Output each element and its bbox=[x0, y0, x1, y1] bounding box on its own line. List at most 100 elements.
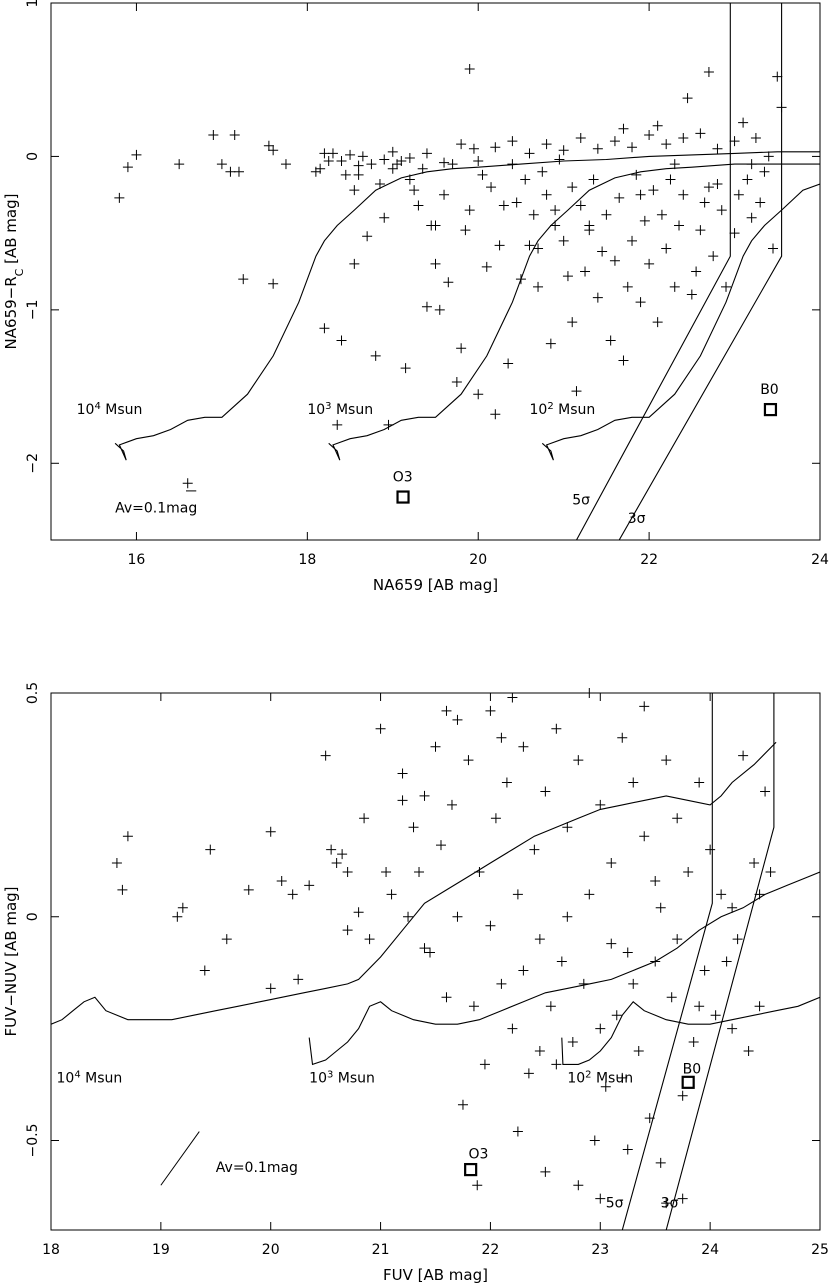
x-tick-label: 22 bbox=[640, 552, 658, 568]
data-point bbox=[265, 983, 276, 994]
data-point bbox=[644, 1113, 655, 1124]
data-point bbox=[721, 956, 732, 967]
data-point bbox=[683, 867, 694, 877]
data-point bbox=[337, 849, 348, 860]
data-point bbox=[759, 166, 770, 177]
data-point bbox=[721, 281, 732, 292]
data-point bbox=[562, 911, 573, 922]
data-point bbox=[682, 93, 693, 104]
data-point bbox=[622, 1144, 633, 1155]
data-point bbox=[776, 102, 787, 113]
data-point bbox=[520, 174, 531, 185]
data-point bbox=[268, 278, 279, 289]
data-point bbox=[507, 136, 518, 147]
data-point bbox=[688, 1037, 699, 1048]
data-point bbox=[606, 938, 617, 949]
data-point bbox=[414, 867, 425, 877]
curve-3- bbox=[665, 693, 775, 1230]
data-point bbox=[353, 160, 364, 171]
data-point bbox=[327, 148, 338, 159]
data-point bbox=[597, 246, 608, 257]
data-point bbox=[474, 867, 485, 877]
data-point bbox=[439, 157, 450, 168]
data-point bbox=[622, 947, 633, 958]
data-point bbox=[425, 947, 436, 958]
data-point bbox=[571, 386, 582, 397]
data-point bbox=[479, 1059, 490, 1070]
x-tick-label: 25 bbox=[811, 1242, 829, 1258]
data-point bbox=[567, 1037, 578, 1048]
annotation: O3 bbox=[468, 1146, 488, 1162]
data-point bbox=[441, 992, 452, 1003]
annotation: 103 Msun bbox=[309, 1069, 375, 1087]
data-point bbox=[672, 813, 683, 824]
data-point bbox=[655, 1157, 666, 1168]
y-tick-label: −1 bbox=[25, 300, 41, 321]
data-point bbox=[534, 934, 545, 945]
data-point bbox=[404, 174, 415, 185]
data-point bbox=[750, 133, 761, 144]
data-point bbox=[633, 1046, 644, 1056]
data-point bbox=[628, 978, 639, 989]
data-point bbox=[606, 858, 617, 869]
data-point bbox=[331, 858, 342, 869]
annotation: 103 Msun bbox=[307, 401, 373, 419]
data-point bbox=[541, 139, 552, 150]
data-point bbox=[627, 235, 638, 246]
annotation: B0 bbox=[760, 382, 779, 398]
data-point bbox=[703, 67, 714, 78]
data-point bbox=[541, 189, 552, 200]
data-point bbox=[417, 163, 428, 174]
annotation: 104 Msun bbox=[56, 1069, 122, 1087]
annotation: Av=0.1mag bbox=[216, 1160, 298, 1176]
data-point bbox=[353, 907, 364, 918]
data-point bbox=[473, 156, 484, 167]
data-point bbox=[655, 902, 666, 913]
data-point bbox=[727, 1023, 738, 1034]
data-point bbox=[733, 189, 744, 200]
data-point bbox=[677, 1193, 688, 1204]
data-point bbox=[403, 911, 414, 922]
data-point bbox=[760, 786, 771, 797]
data-point bbox=[345, 149, 356, 160]
data-point bbox=[545, 338, 556, 349]
data-point bbox=[703, 182, 714, 193]
data-point bbox=[276, 875, 287, 886]
data-point bbox=[336, 156, 347, 167]
data-point bbox=[501, 777, 512, 788]
data-point bbox=[699, 965, 710, 976]
data-point bbox=[349, 185, 360, 196]
data-point bbox=[558, 235, 569, 246]
data-point bbox=[326, 844, 337, 855]
data-point bbox=[456, 343, 467, 354]
chart-panel-1: 16 18 20 22 24 1 0 −1 −2 NA659 [AB mag] NA659−RC [… bbox=[2, 0, 829, 594]
x-tick-label: 19 bbox=[152, 1242, 170, 1258]
data-point bbox=[584, 889, 595, 900]
data-point bbox=[456, 139, 467, 150]
marker-o3 bbox=[464, 1162, 478, 1177]
data-point bbox=[578, 978, 589, 989]
data-point bbox=[686, 289, 697, 300]
data-point bbox=[182, 478, 193, 489]
data-point bbox=[419, 790, 430, 801]
data-point bbox=[631, 169, 642, 180]
data-point bbox=[605, 335, 616, 346]
curve-10-msun bbox=[51, 741, 777, 1025]
data-point bbox=[524, 240, 535, 251]
y-tick-label: −2 bbox=[25, 453, 41, 474]
data-point bbox=[512, 1126, 523, 1137]
data-point bbox=[650, 956, 661, 967]
data-point bbox=[320, 750, 331, 761]
data-point bbox=[705, 844, 716, 855]
data-point bbox=[540, 786, 551, 797]
data-point bbox=[464, 63, 475, 74]
data-point bbox=[524, 148, 535, 159]
data-point bbox=[712, 143, 723, 154]
data-point bbox=[114, 192, 125, 203]
data-point bbox=[434, 304, 445, 315]
data-point bbox=[695, 128, 706, 139]
annotation: B0 bbox=[683, 1061, 702, 1077]
data-point bbox=[755, 197, 766, 208]
data-point bbox=[452, 714, 463, 725]
data-point bbox=[441, 705, 452, 716]
